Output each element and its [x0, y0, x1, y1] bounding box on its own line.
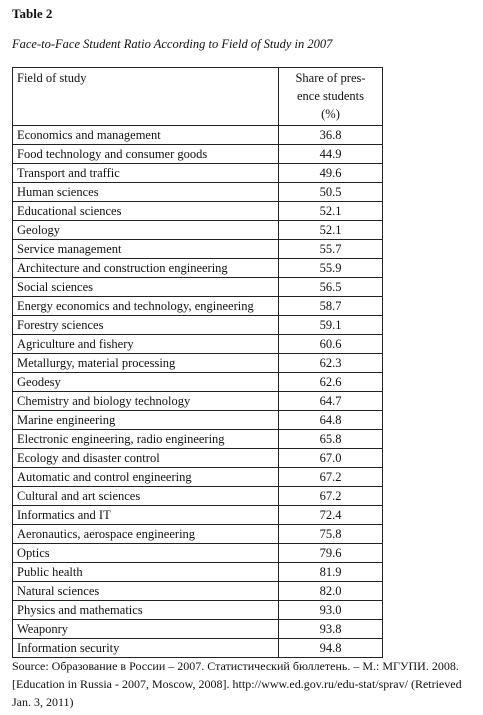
- share-cell: 56.5: [278, 277, 383, 297]
- header-line: ence students: [297, 89, 364, 103]
- field-cell: Aeronautics, aerospace engineering: [12, 524, 279, 544]
- table-row: Automatic and control engineering 67.2: [12, 467, 383, 487]
- field-cell: Food technology and consumer goods: [12, 144, 279, 164]
- header-row: Field of study Share of pres-ence student…: [12, 67, 383, 126]
- table-row: Agriculture and fishery 60.6: [12, 334, 383, 354]
- share-cell: 82.0: [278, 581, 383, 601]
- field-cell: Forestry sciences: [12, 315, 279, 335]
- field-cell: Information security: [12, 638, 279, 658]
- table-row: Weaponry 93.8: [12, 619, 383, 639]
- field-cell: Agriculture and fishery: [12, 334, 279, 354]
- header-cell: Share of pres-ence students (%): [278, 67, 383, 126]
- table-row: Social sciences 56.5: [12, 277, 383, 297]
- table-row: Educational sciences 52.1: [12, 201, 383, 221]
- table-row: Electronic engineering, radio engineerin…: [12, 429, 383, 449]
- table-row: Metallurgy, material processing 62.3: [12, 353, 383, 373]
- share-cell: 93.8: [278, 619, 383, 639]
- table-caption: Face-to-Face Student Ratio According to …: [12, 37, 333, 51]
- table-row: Food technology and consumer goods 44.9: [12, 144, 383, 164]
- field-cell: Electronic engineering, radio engineerin…: [12, 429, 279, 449]
- table-row: Economics and management 36.8: [12, 125, 383, 145]
- table-row: Natural sciences 82.0: [12, 581, 383, 601]
- share-cell: 79.6: [278, 543, 383, 563]
- field-cell: Marine engineering: [12, 410, 279, 430]
- share-cell: 93.0: [278, 600, 383, 620]
- share-cell: 72.4: [278, 505, 383, 525]
- field-cell: Architecture and construction engineerin…: [12, 258, 279, 278]
- share-cell: 67.2: [278, 467, 383, 487]
- share-cell: 62.6: [278, 372, 383, 392]
- field-cell: Human sciences: [12, 182, 279, 202]
- table-row: Cultural and art sciences 67.2: [12, 486, 383, 506]
- share-cell: 67.0: [278, 448, 383, 468]
- field-cell: Energy economics and technology, enginee…: [12, 296, 279, 316]
- field-cell: Public health: [12, 562, 279, 582]
- field-cell: Transport and traffic: [12, 163, 279, 183]
- share-cell: 49.6: [278, 163, 383, 183]
- table-row: Informatics and IT 72.4: [12, 505, 383, 525]
- share-cell: 50.5: [278, 182, 383, 202]
- field-cell: Informatics and IT: [12, 505, 279, 525]
- field-cell: Economics and management: [12, 125, 279, 145]
- table-row: Physics and mathematics 93.0: [12, 600, 383, 620]
- field-cell: Educational sciences: [12, 201, 279, 221]
- table-row: Ecology and disaster control 67.0: [12, 448, 383, 468]
- field-cell: Weaponry: [12, 619, 279, 639]
- field-cell: Geology: [12, 220, 279, 240]
- share-cell: 60.6: [278, 334, 383, 354]
- table-row: Aeronautics, aerospace engineering 75.8: [12, 524, 383, 544]
- share-cell: 59.1: [278, 315, 383, 335]
- share-cell: 58.7: [278, 296, 383, 316]
- table-row: Geodesy 62.6: [12, 372, 383, 392]
- field-cell: Cultural and art sciences: [12, 486, 279, 506]
- data-table: Field of study Share of pres-ence student…: [12, 67, 383, 658]
- table-row: Energy economics and technology, enginee…: [12, 296, 383, 316]
- share-cell: 55.7: [278, 239, 383, 259]
- share-cell: 81.9: [278, 562, 383, 582]
- field-cell: Automatic and control engineering: [12, 467, 279, 487]
- share-cell: 52.1: [278, 220, 383, 240]
- share-cell: 67.2: [278, 486, 383, 506]
- share-cell: 65.8: [278, 429, 383, 449]
- field-cell: Geodesy: [12, 372, 279, 392]
- field-cell: Physics and mathematics: [12, 600, 279, 620]
- table-title: Table 2: [12, 6, 53, 21]
- header-line: Share of pres-: [295, 71, 366, 85]
- table-row: Architecture and construction engineerin…: [12, 258, 383, 278]
- table-row: Service management 55.7: [12, 239, 383, 259]
- field-cell: Natural sciences: [12, 581, 279, 601]
- share-cell: 52.1: [278, 201, 383, 221]
- header-line: (%): [321, 107, 340, 121]
- table-row: Forestry sciences 59.1: [12, 315, 383, 335]
- table-row: Optics 79.6: [12, 543, 383, 563]
- share-cell: 64.8: [278, 410, 383, 430]
- field-cell: Ecology and disaster control: [12, 448, 279, 468]
- source-note: Source: Образование в России – 2007. Ста…: [12, 659, 462, 709]
- field-cell: Social sciences: [12, 277, 279, 297]
- share-cell: 94.8: [278, 638, 383, 658]
- table-row: Chemistry and biology technology 64.7: [12, 391, 383, 411]
- table-row: Human sciences 50.5: [12, 182, 383, 202]
- field-cell: Optics: [12, 543, 279, 563]
- share-cell: 36.8: [278, 125, 383, 145]
- header-cell: Field of study: [12, 67, 279, 126]
- table-row: Geology 52.1: [12, 220, 383, 240]
- table-row: Information security 94.8: [12, 638, 383, 658]
- table-row: Public health 81.9: [12, 562, 383, 582]
- share-cell: 55.9: [278, 258, 383, 278]
- table-row: Marine engineering 64.8: [12, 410, 383, 430]
- share-cell: 64.7: [278, 391, 383, 411]
- field-cell: Service management: [12, 239, 279, 259]
- field-cell: Metallurgy, material processing: [12, 353, 279, 373]
- field-cell: Chemistry and biology technology: [12, 391, 279, 411]
- table-row: Transport and traffic 49.6: [12, 163, 383, 183]
- share-cell: 44.9: [278, 144, 383, 164]
- share-cell: 75.8: [278, 524, 383, 544]
- share-cell: 62.3: [278, 353, 383, 373]
